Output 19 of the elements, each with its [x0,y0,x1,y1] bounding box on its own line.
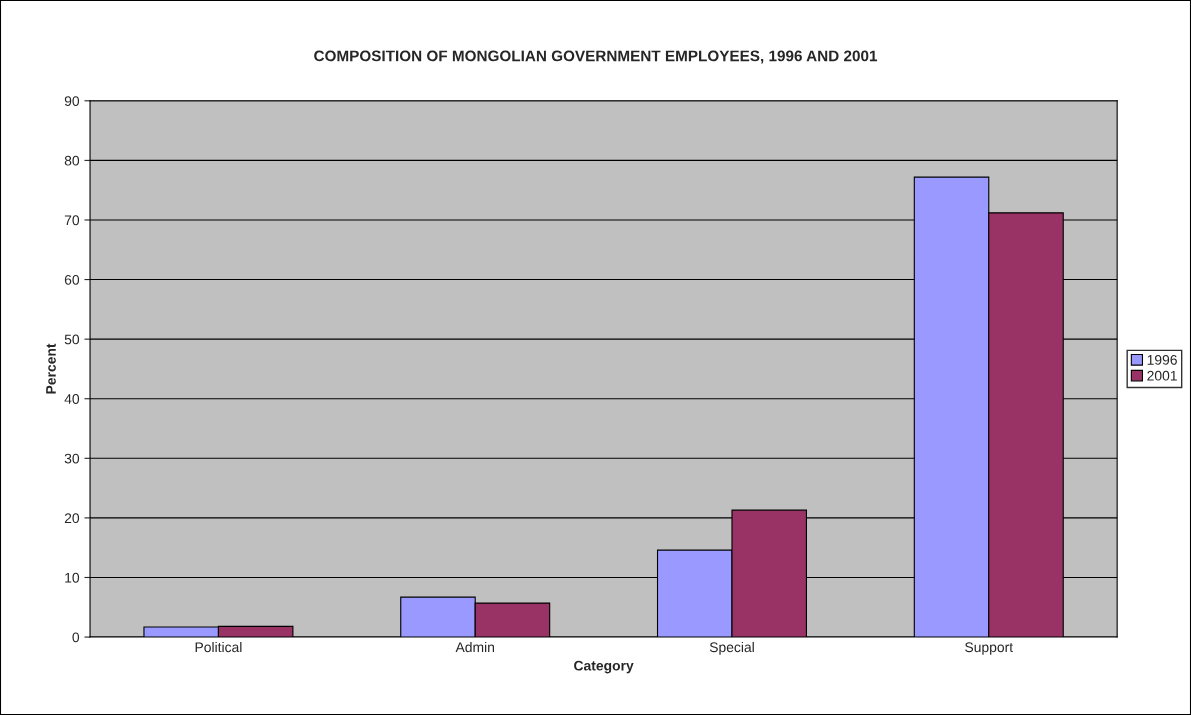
legend-label: 1996 [1147,354,1177,365]
y-tick-label: 50 [64,334,80,345]
y-tick-label: 60 [64,274,80,285]
legend-label: 2001 [1147,370,1177,381]
y-tick-label: 0 [72,632,80,643]
y-tick-label: 40 [64,394,80,404]
y-tick-label: 30 [64,453,80,464]
y-axis-title: Percent [46,343,56,394]
x-tick-label: Special [709,641,754,655]
x-tick-label: Support [965,642,1013,655]
y-tick-label: 70 [64,215,80,226]
y-tick-label: 80 [64,155,80,166]
y-tick-label: 20 [64,513,80,524]
y-tick-label: 10 [65,572,80,583]
y-tick-label: 90 [64,96,80,106]
chart-title: COMPOSITION OF MONGOLIAN GOVERNMENT EMPLOYEES, 1996 AND 2001 [314,50,878,64]
x-tick-label: Political [195,641,242,653]
x-tick-label: Admin [455,641,494,653]
x-axis-title: Category [574,660,634,674]
